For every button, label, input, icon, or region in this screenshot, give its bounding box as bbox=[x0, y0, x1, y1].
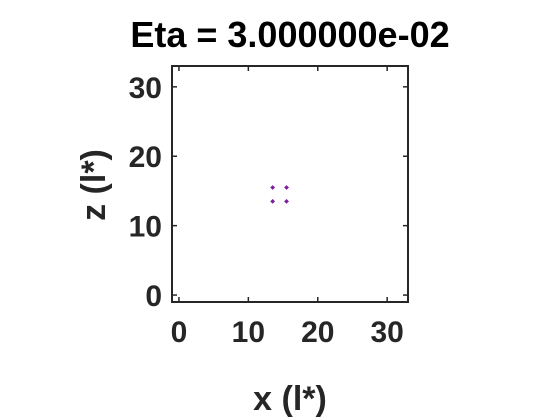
chart-title: Eta = 3.000000e-02 bbox=[130, 14, 449, 55]
y-tick-label: 30 bbox=[129, 72, 162, 105]
scatter-point bbox=[284, 198, 289, 204]
y-axis-ticks: 0 10 20 30 bbox=[129, 72, 408, 313]
x-tick-label: 10 bbox=[232, 316, 265, 349]
y-tick-label: 10 bbox=[129, 211, 162, 244]
x-tick-label: 0 bbox=[171, 316, 188, 349]
scatter-point bbox=[284, 185, 289, 190]
data-points bbox=[270, 185, 289, 204]
y-tick-label: 20 bbox=[129, 141, 162, 174]
x-tick-label: 20 bbox=[301, 316, 334, 349]
x-axis-label: x (l*) bbox=[253, 380, 327, 418]
axes-box bbox=[171, 65, 409, 303]
scatter-point bbox=[270, 198, 276, 204]
x-tick-label: 30 bbox=[370, 316, 403, 349]
x-axis-ticks: 0 10 20 30 bbox=[171, 66, 404, 349]
y-axis-label: z (l*) bbox=[75, 149, 113, 221]
scatter-point bbox=[270, 185, 276, 190]
y-tick-label: 0 bbox=[145, 280, 162, 313]
